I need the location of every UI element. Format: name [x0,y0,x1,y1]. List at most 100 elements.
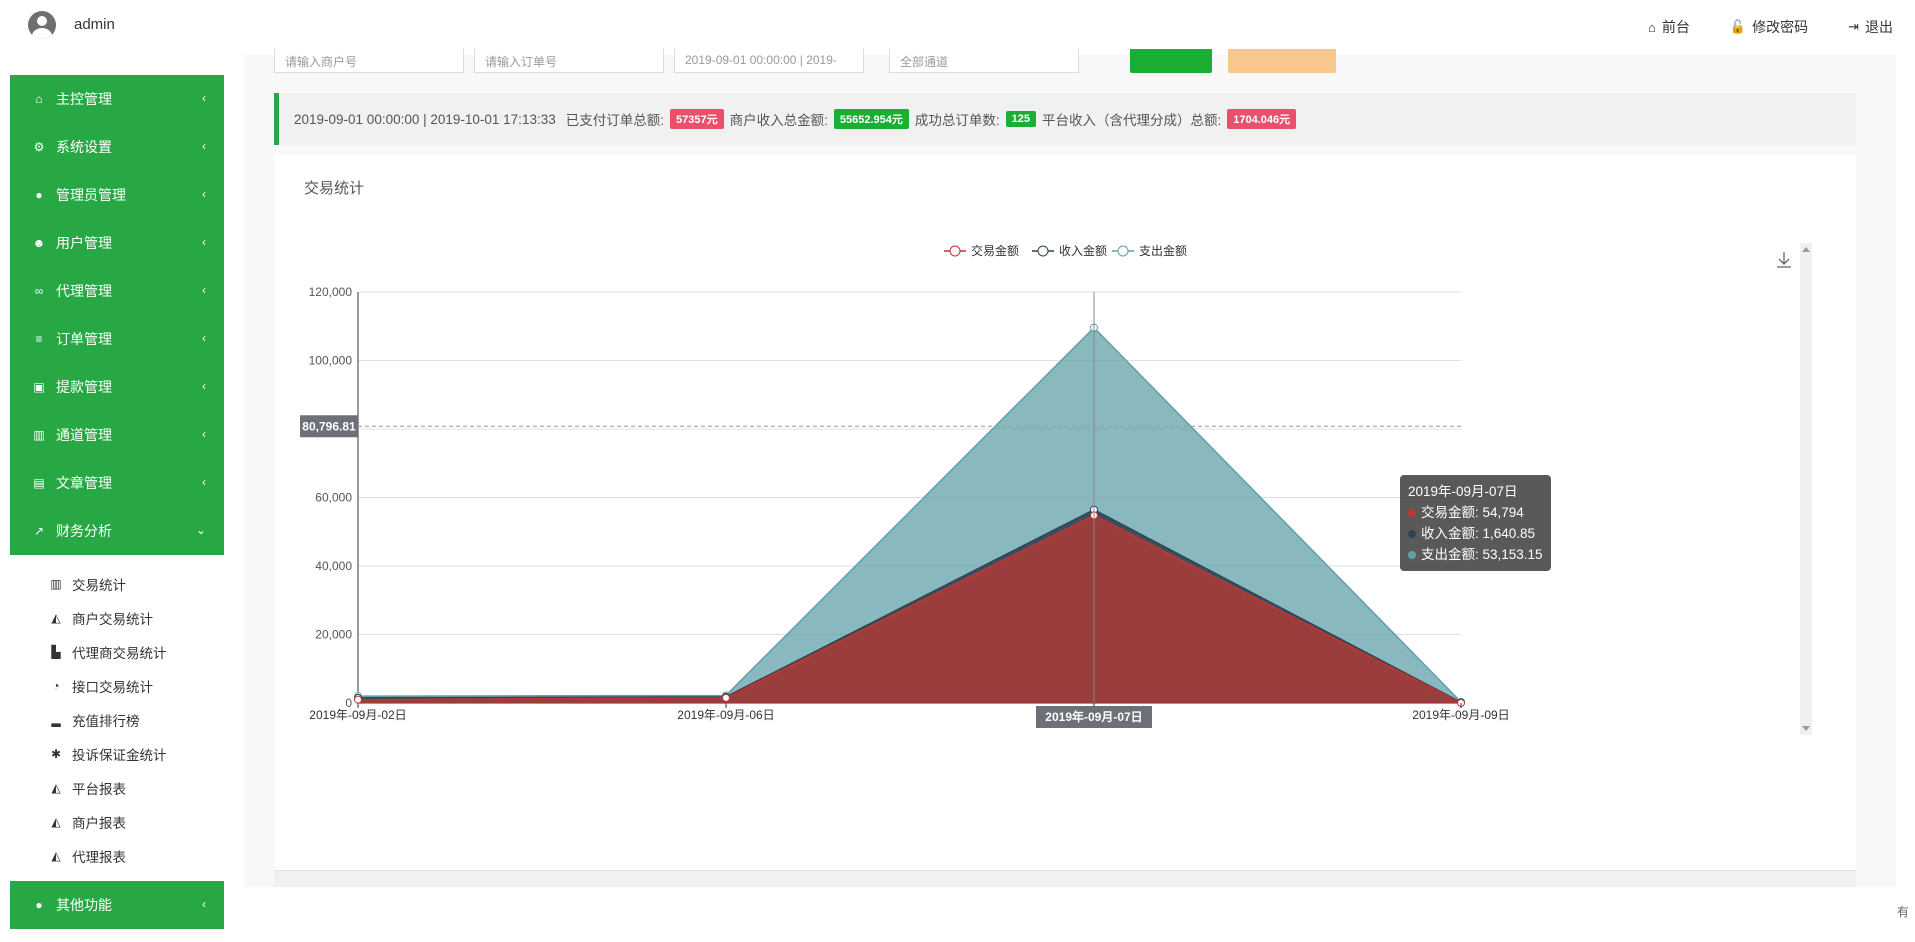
area-chart-icon: ◭ [51,781,61,795]
x-tick-label: 2019年-09月-09日 [1412,708,1509,722]
sidebar-item-1[interactable]: ⚙ 系统设置 ‹ [10,123,224,171]
tooltip-row-income: 收入金额: 1,640.85 [1408,523,1543,544]
sidebar-item-9[interactable]: ↗ 财务分析 ⌄ [10,507,224,555]
scrollbar-track [1800,243,1812,735]
tooltip-expense-label: 支出金额: 53,153.15 [1421,547,1543,562]
submenu-item-4[interactable]: ▂ 充值排行榜 [10,703,224,737]
gears-icon: ⚙ [33,140,45,154]
trade-line [357,514,1462,704]
submenu-item-1[interactable]: ◭ 商户交易统计 [10,601,224,635]
merchant-input[interactable]: 请输入商户号 [274,49,464,73]
sidebar-item-label: 用户管理 [56,235,112,251]
sidebar-item-0[interactable]: ⌂ 主控管理 ‹ [10,75,224,123]
bar-chart-icon: ▥ [50,577,62,591]
scroll-down-icon [1802,726,1810,731]
x-tick-label: 2019年-09月-02日 [309,708,406,722]
download-icon[interactable] [1777,252,1791,268]
top-links: ⌂ 前台 🔓 修改密码 ⇥ 退出 [1648,17,1893,37]
sidebar-item-6[interactable]: ▣ 提款管理 ‹ [10,363,224,411]
home-link[interactable]: ⌂ 前台 [1648,17,1690,37]
sidebar-item-other[interactable]: ● 其他功能 ‹ [10,881,224,929]
chart-panel: 交易统计 020,00040,00060,00080,000100,000120… [274,155,1856,875]
bottom-strip [244,887,1915,942]
order-input[interactable]: 请输入订单号 [474,49,664,73]
submenu-item-label: 代理商交易统计 [72,646,167,661]
sidebar: ⌂ 主控管理 ‹ ⚙ 系统设置 ‹ ● 管理员管理 ‹ ☻ 用户管理 ‹ ∞ 代理管理 ‹ ≡ 订单管理 ‹ ▣ 提款… [10,55,224,942]
industry-icon: ▙ [51,645,61,659]
logout-link[interactable]: ⇥ 退出 [1848,17,1893,37]
submenu-item-2[interactable]: ▙ 代理商交易统计 [10,635,224,669]
export-button[interactable] [1228,49,1336,73]
sidebar-item-label: 代理管理 [56,283,112,299]
sidebar-item-7[interactable]: ▥ 通道管理 ‹ [10,411,224,459]
submenu-item-8[interactable]: ◭ 代理报表 [10,839,224,873]
home-icon: ⌂ [35,92,43,106]
legend-label: 支出金额 [1139,243,1187,258]
list-icon: ≡ [35,332,43,346]
sidebar-menu: ⌂ 主控管理 ‹ ⚙ 系统设置 ‹ ● 管理员管理 ‹ ☻ 用户管理 ‹ ∞ 代理管理 ‹ ≡ 订单管理 ‹ ▣ 提款… [10,75,224,555]
home-icon: ⌂ [1648,19,1656,35]
sidebar-item-4[interactable]: ∞ 代理管理 ‹ [10,267,224,315]
chevron-left-icon: ‹ [202,235,206,249]
chart-tooltip: 2019年-09月-07日 交易金额: 54,794 收入金额: 1,640.8… [1400,475,1551,571]
platform-income-label: 平台收入（含代理分成）总额: [1041,113,1222,128]
tooltip-row-trade: 交易金额: 54,794 [1408,502,1543,523]
y-tick-label: 100,000 [309,354,353,368]
chevron-left-icon: ‹ [202,427,206,441]
trade-point [722,693,730,702]
paid-value-badge: 57357元 [670,109,724,129]
summary-bar: 2019-09-01 00:00:00 | 2019-10-01 17:13:3… [274,93,1856,145]
paid-label: 已支付订单总额: [565,113,664,128]
change-password-label: 修改密码 [1752,19,1809,35]
chevron-left-icon: ‹ [202,283,206,297]
legend-label: 收入金额 [1059,243,1107,258]
sidebar-item-8[interactable]: ▤ 文章管理 ‹ [10,459,224,507]
summary-range: 2019-09-01 00:00:00 | 2019-10-01 17:13:3… [294,111,556,127]
filter-row: 请输入商户号 请输入订单号 2019-09-01 00:00:00 | 2019… [274,49,1354,73]
submenu-item-7[interactable]: ◭ 商户报表 [10,805,224,839]
x-pointer-badge [1036,706,1152,728]
finance-submenu: ▥ 交易统计 ◭ 商户交易统计 ▙ 代理商交易统计 ◔ 接口交易统计 ▂ 充值排行榜 ✱ 投诉保证金统… [10,555,224,883]
submenu-item-label: 充值排行榜 [72,714,140,729]
chevron-left-icon: ‹ [202,91,206,105]
submenu-item-label: 商户报表 [72,816,126,831]
submenu-item-5[interactable]: ✱ 投诉保证金统计 [10,737,224,771]
sidebar-item-label: 财务分析 [56,523,112,539]
submenu-item-6[interactable]: ◭ 平台报表 [10,771,224,805]
sidebar-item-label: 提款管理 [56,379,112,395]
search-button[interactable] [1130,49,1212,73]
user-circle-icon: ● [35,188,43,202]
submenu-item-label: 商户交易统计 [72,612,153,627]
channel-select[interactable]: 全部通道 [889,49,1079,73]
user-circle-icon: ● [35,898,43,912]
success-orders-label: 成功总订单数: [914,113,1000,128]
success-orders-badge: 125 [1005,111,1036,127]
sidebar-item-other-inner[interactable]: ● 其他功能 ‹ [10,881,224,929]
sidebar-item-3[interactable]: ☻ 用户管理 ‹ [10,219,224,267]
submenu-item-3[interactable]: ◔ 接口交易统计 [10,669,224,703]
income-dot [1408,530,1416,538]
merchant-income-label: 商户收入总金额: [729,113,828,128]
submenu-item-0[interactable]: ▥ 交易统计 [10,567,224,601]
username: admin [74,16,115,33]
submenu-item-label: 平台报表 [72,782,126,797]
y-pointer-badge [300,415,358,438]
submenu-item-label: 交易统计 [72,578,126,593]
tooltip-income-label: 收入金额: 1,640.85 [1421,526,1536,541]
sidebar-item-label: 通道管理 [56,427,112,443]
handshake-icon: ∞ [34,284,44,298]
sidebar-item-label: 文章管理 [56,475,112,491]
logout-icon: ⇥ [1848,19,1859,34]
area-chart-icon: ◭ [51,815,61,829]
avatar[interactable] [28,11,56,39]
legend-label: 交易金额 [971,243,1019,258]
x-pointer-label: 2019年-09月-07日 [1045,709,1142,724]
submenu-item-label: 接口交易统计 [72,680,153,695]
platform-income-badge: 1704.046元 [1227,109,1297,129]
area-chart-icon: ◭ [51,849,61,863]
trade-chart[interactable]: 020,00040,00060,00080,000100,000120,0002… [274,155,1856,875]
date-range-input[interactable]: 2019-09-01 00:00:00 | 2019- [674,49,864,73]
change-password-link[interactable]: 🔓 修改密码 [1730,17,1808,37]
sidebar-item-2[interactable]: ● 管理员管理 ‹ [10,171,224,219]
sidebar-item-5[interactable]: ≡ 订单管理 ‹ [10,315,224,363]
